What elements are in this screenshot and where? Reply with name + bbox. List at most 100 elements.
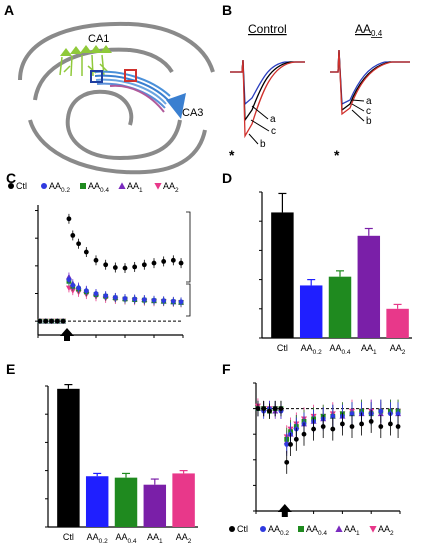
series-aa-2 (254, 398, 402, 449)
x-category-label-subscript: 1 (159, 538, 163, 545)
x-category-label-main: AA (329, 343, 341, 353)
aa-traces (330, 49, 410, 116)
x-category-label-main: AA (87, 532, 99, 542)
x-category-label-subscript: 0.4 (127, 538, 136, 545)
data-point (66, 277, 72, 283)
data-point (330, 426, 336, 432)
tbs-stimulus-arrow (277, 504, 292, 517)
x-category-label: AA0.2 (301, 343, 322, 356)
data-point (255, 406, 261, 411)
data-point (83, 288, 89, 294)
data-point (103, 262, 109, 268)
data-point (37, 318, 43, 324)
data-point (395, 424, 401, 429)
ca3-cell-arrow (166, 93, 186, 119)
data-point (359, 421, 364, 427)
aa-stim-marker: * (334, 147, 340, 163)
data-point (122, 296, 128, 301)
dentate-gyrus-outline (65, 89, 182, 161)
tbs-stimulus-arrow (60, 328, 74, 341)
aa-trace-label-c: c (366, 106, 371, 117)
aa-trace-arrows (351, 99, 365, 122)
panel-letter-f: F (222, 361, 231, 377)
trace-title-control: Control (248, 22, 287, 36)
data-point (378, 408, 384, 414)
chart-d-stp-bars: Ctl AA0.2 AA0.4 AA1 AA2 (259, 191, 412, 356)
bar (114, 477, 138, 527)
data-point (378, 424, 384, 429)
control-trace-ltp (230, 59, 305, 122)
legend-label-main: AA (127, 181, 139, 191)
legend-label-subscript: 0.4 (318, 530, 327, 537)
data-point (141, 262, 147, 268)
legend-label-subscript: 0.2 (280, 530, 289, 537)
x-category-label: AA0.2 (87, 532, 108, 545)
x-category-label: Ctl (277, 343, 288, 353)
aa-trace-label-b: b (366, 116, 372, 127)
data-point (311, 426, 316, 432)
legend-marker (229, 526, 235, 532)
bar (386, 308, 409, 338)
data-point (66, 216, 72, 222)
x-category-label-main: Ctl (277, 343, 288, 353)
panel-letter-c: C (6, 170, 16, 186)
x-category-label-main: AA (115, 532, 127, 542)
ltp-bracket (186, 283, 191, 317)
data-point (76, 285, 81, 291)
legend-label-subscript: 0.4 (100, 187, 109, 194)
legend-label-main: Ctl (16, 181, 27, 191)
x-category-label: AA2 (176, 532, 192, 545)
legend-label-main: Ctl (237, 524, 248, 534)
legend-label: AA1 (127, 181, 143, 194)
legend-label: Ctl (237, 524, 248, 534)
x-category-label-subscript: 2 (188, 538, 192, 545)
legend-label-main: AA (378, 524, 390, 534)
data-point (122, 265, 128, 271)
hippocampus-outline-inner (33, 47, 174, 101)
bar (143, 484, 167, 527)
legend-marker (80, 183, 86, 189)
data-point (103, 293, 109, 299)
data-point (43, 318, 49, 324)
data-point (349, 424, 355, 429)
data-point (161, 259, 167, 264)
x-category-label-subscript: 0.4 (341, 349, 350, 356)
recording-site-blue-box (90, 70, 103, 83)
ca1-label: CA1 (88, 33, 109, 45)
data-point (132, 264, 138, 270)
legend-label-main: AA (306, 524, 318, 534)
legend-label-main: AA (49, 181, 61, 191)
series-aa-2 (36, 283, 185, 325)
control-traces (230, 59, 305, 139)
x-category-label-main: AA (147, 532, 159, 542)
data-point (93, 291, 99, 296)
data-point (161, 298, 167, 304)
stimulation-site-red-box (124, 69, 137, 82)
bar (357, 235, 381, 338)
data-point (301, 431, 307, 437)
control-trace-stp (230, 59, 305, 139)
legend-label-subscript: 2 (390, 530, 394, 537)
stp-bracket (186, 211, 191, 283)
x-category-label-subscript: 1 (373, 349, 377, 356)
data-point (76, 241, 81, 247)
data-point (395, 411, 401, 417)
bar (172, 473, 195, 527)
x-category-label-main: AA (390, 343, 402, 353)
data-point (293, 436, 299, 442)
bar (85, 476, 109, 527)
data-point (284, 459, 290, 465)
x-category-label: AA1 (361, 343, 377, 356)
legend-label-main: AA (268, 524, 280, 534)
data-point (388, 421, 393, 427)
dentate-gyrus-outline-lower (28, 119, 207, 175)
data-point (70, 233, 76, 238)
x-category-label-main: AA (361, 343, 373, 353)
chart-f-ppr-timecourse: Ctl AA0.2 AA0.4 AA1 AA2 (229, 382, 402, 537)
data-point (151, 297, 157, 303)
data-point (132, 296, 138, 302)
x-category-label-subscript: 0.2 (99, 538, 108, 545)
x-category-label: AA0.4 (329, 343, 350, 356)
trace-title-aa-subscript: 0.4 (371, 29, 383, 38)
